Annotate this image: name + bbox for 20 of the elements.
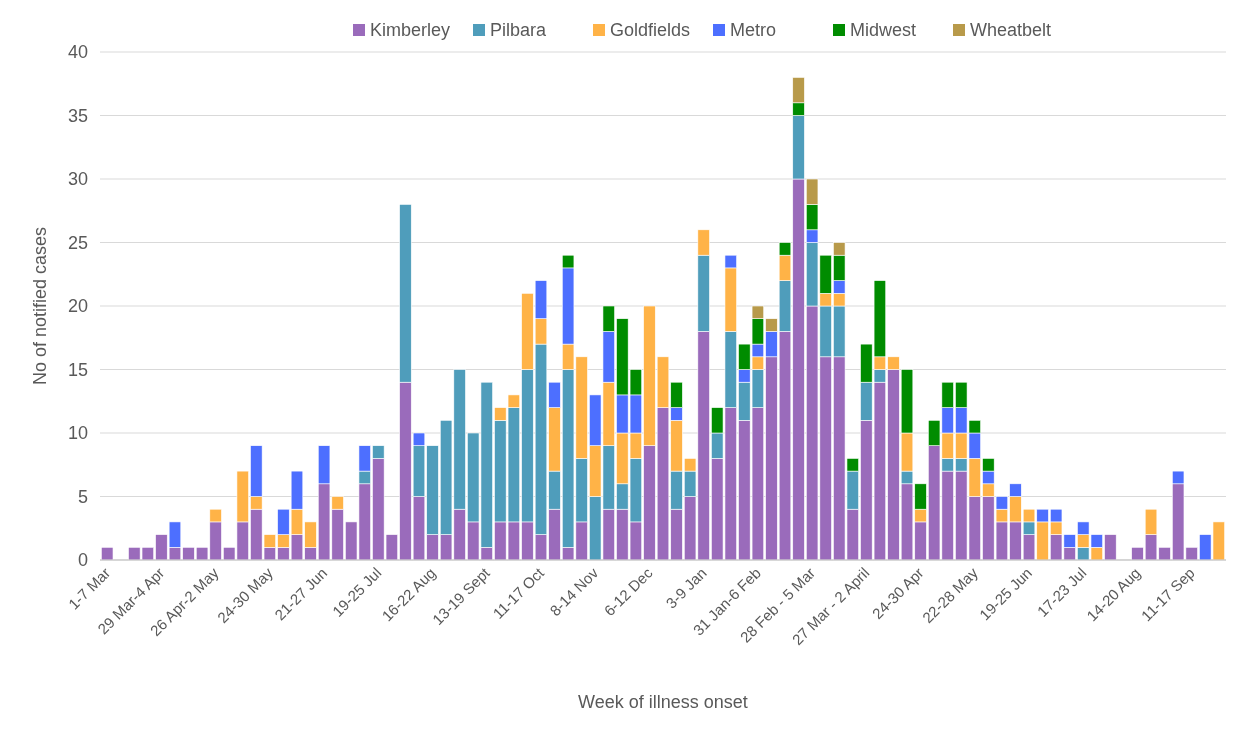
y-tick-label: 40 xyxy=(67,42,88,63)
legend-label: Kimberley xyxy=(370,20,451,40)
y-tick-label: 35 xyxy=(67,105,88,126)
x-tick-label: 6-12 Dec xyxy=(600,563,656,620)
legend-label: Goldfields xyxy=(610,20,691,40)
y-tick-label: 20 xyxy=(67,296,88,317)
y-tick-label: 30 xyxy=(67,169,88,190)
y-tick-label: 15 xyxy=(67,359,88,380)
y-tick-label: 0 xyxy=(77,550,88,571)
legend-label: Wheatbelt xyxy=(970,20,1052,40)
y-tick-label: 10 xyxy=(67,423,88,444)
y-tick-label: 25 xyxy=(67,232,88,253)
bar xyxy=(101,547,114,561)
legend-label: Pilbara xyxy=(490,20,548,40)
y-tick-label: 5 xyxy=(77,486,88,507)
x-tick-label: 3-9 Jan xyxy=(662,564,710,612)
x-axis-title: Week of illness onset xyxy=(578,692,748,712)
legend-label: Midwest xyxy=(850,20,917,40)
legend-label: Metro xyxy=(730,20,777,40)
y-axis-title: No of notified cases xyxy=(30,226,50,386)
